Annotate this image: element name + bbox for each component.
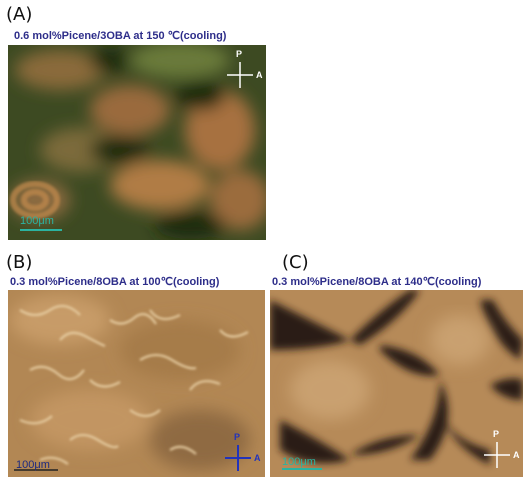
scale-bar-label: 100μm (20, 215, 54, 227)
panel-label: (A) (6, 4, 32, 25)
micrograph (270, 290, 523, 477)
panel-caption: 0.3 mol%Picene/8OBA at 140℃(cooling) (272, 276, 482, 288)
polarizer-label: P (493, 429, 499, 439)
scale-bar-label: 100μm (16, 459, 50, 471)
micrograph (8, 42, 270, 240)
figure: (A) 0.6 mol%Picene/3OBA at 150 ℃(cooling… (0, 0, 523, 479)
micrograph (8, 290, 265, 477)
panel-label: (B) (6, 252, 32, 273)
analyzer-label: A (254, 453, 261, 463)
polarizer-label: P (236, 49, 242, 59)
analyzer-label: A (513, 450, 520, 460)
panel-caption: 0.3 mol%Picene/8OBA at 100℃(cooling) (10, 276, 220, 288)
analyzer-label: A (256, 70, 263, 80)
polarizer-label: P (234, 432, 240, 442)
panel-caption: 0.6 mol%Picene/3OBA at 150 ℃(cooling) (14, 30, 227, 42)
scale-bar-label: 100μm (282, 456, 316, 468)
panel-label: (C) (282, 252, 309, 273)
